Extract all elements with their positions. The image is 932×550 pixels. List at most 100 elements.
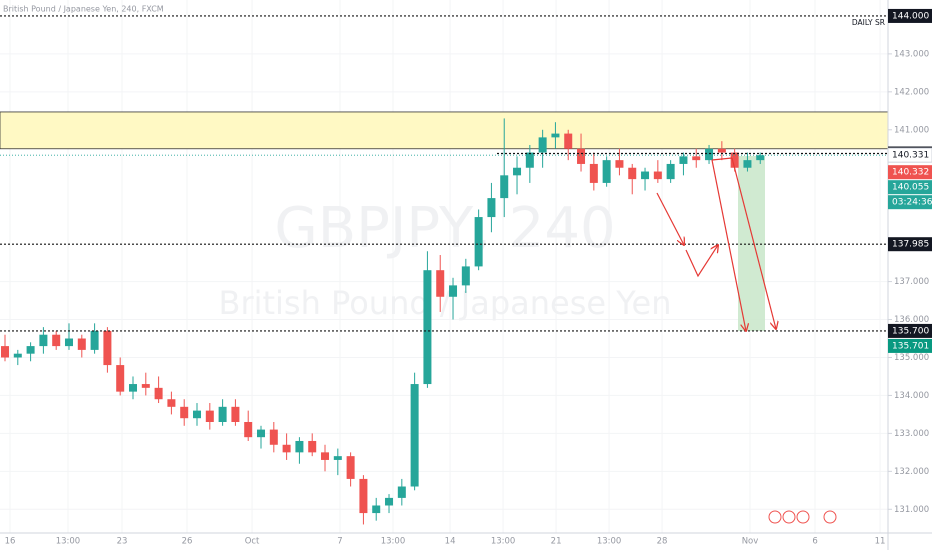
level-label: 144.000 — [892, 11, 929, 21]
x-tick-label: 11 — [875, 537, 886, 547]
candle-body — [269, 429, 278, 445]
x-tick-label: 26 — [182, 537, 193, 547]
logo — [782, 510, 796, 524]
candle-body — [385, 497, 394, 506]
level-tag — [888, 237, 932, 252]
candle-body — [423, 270, 432, 385]
price-tag — [888, 180, 932, 195]
candle-body — [0, 346, 9, 358]
y-tick-label: 136.000 — [894, 315, 929, 325]
candle-body — [257, 429, 266, 438]
candle-body — [193, 410, 202, 419]
footer-logos — [768, 510, 837, 524]
candle-body — [282, 444, 291, 453]
last-price-tag — [887, 147, 932, 163]
candle-body — [52, 334, 61, 347]
x-tick-label: 6 — [812, 537, 817, 547]
candle-body — [705, 148, 714, 161]
candle-body — [743, 160, 752, 168]
candle-body — [551, 133, 560, 138]
candle-body — [205, 410, 214, 422]
x-tick-label: 13:00 — [381, 537, 406, 547]
arrow — [711, 157, 733, 161]
candle-body — [77, 338, 86, 350]
candle-body — [13, 353, 22, 358]
projection-arrows — [656, 157, 776, 331]
axes: 131.000 132.000 133.000 134.000 135.000 136.0… — [5, 8, 932, 547]
logo — [768, 510, 782, 524]
candle-body — [116, 365, 125, 392]
y-tick-label: 137.000 — [894, 277, 929, 287]
last-price-label: 140.331 — [892, 151, 929, 161]
candle-body — [577, 148, 586, 164]
candle-body — [653, 171, 662, 180]
x-tick-label: 13:00 — [491, 537, 516, 547]
watermark-subtitle: British Pound / Japanese Yen — [218, 284, 671, 322]
candle-body — [321, 452, 330, 460]
y-tick-label: 134.000 — [894, 391, 929, 401]
candle-body — [346, 456, 355, 479]
candle-body — [436, 270, 445, 297]
candle-body — [218, 406, 227, 422]
resistance-zone — [0, 111, 889, 150]
candle-body — [717, 148, 726, 153]
price-tag-label: 140.332 — [892, 168, 929, 178]
candle-body — [730, 152, 739, 168]
candle-body — [397, 486, 406, 498]
candle-body — [615, 160, 624, 168]
level-tag — [888, 323, 932, 338]
x-tick-label: Nov — [742, 537, 759, 547]
candle-body — [39, 334, 48, 347]
x-tick-label: Oct — [245, 537, 260, 547]
x-tick-label: 21 — [551, 537, 562, 547]
level-label: 137.985 — [892, 240, 929, 250]
logo — [796, 510, 810, 524]
candle-body — [90, 330, 99, 350]
x-tick-label: 13:00 — [56, 537, 81, 547]
arrow — [731, 157, 776, 329]
candle-body — [129, 384, 138, 392]
levels: DAILY SR — [0, 15, 888, 332]
candle-body — [641, 171, 650, 180]
candle-body — [141, 384, 150, 388]
x-tick-label: 13:00 — [597, 537, 622, 547]
y-tick-label: 132.000 — [894, 467, 929, 477]
y-tick-label: 143.000 — [894, 49, 929, 59]
candle-body — [679, 156, 688, 164]
chart-title: British Pound / Japanese Yen, 240, FXCM — [3, 5, 164, 14]
level-tag — [888, 8, 932, 23]
candle-body — [628, 167, 637, 180]
price-tag-label: 03:24:36 — [892, 198, 932, 208]
candle-body — [231, 406, 240, 422]
y-tick-label: 142.000 — [894, 87, 929, 97]
candle-body — [167, 399, 176, 407]
candle-body — [410, 384, 419, 487]
x-tick-label: 16 — [5, 537, 16, 547]
candle-body — [372, 505, 381, 514]
y-tick-label: 133.000 — [894, 429, 929, 439]
candle-body — [64, 338, 73, 347]
candle-body — [692, 156, 701, 161]
target-tag-label: 135.701 — [892, 341, 929, 351]
x-tick-label: 28 — [657, 537, 668, 547]
x-tick-label: 7 — [337, 537, 342, 547]
arrow — [656, 192, 684, 245]
candle-body — [538, 137, 547, 153]
candle-body — [103, 330, 112, 366]
candle-body — [26, 346, 35, 354]
candle-body — [564, 133, 573, 149]
y-tick-label: 131.000 — [894, 505, 929, 515]
candle-body — [513, 167, 522, 176]
y-tick-label: 141.000 — [894, 125, 929, 135]
arrow — [685, 245, 718, 278]
target-tag — [888, 338, 932, 353]
price-tag — [888, 195, 932, 210]
candle-body — [461, 266, 470, 286]
candle-body — [525, 152, 534, 168]
candle-body — [180, 406, 189, 419]
candle-body — [666, 163, 675, 180]
x-tick-label: 14 — [445, 537, 456, 547]
candle-body — [154, 387, 163, 400]
price-tag — [888, 165, 932, 180]
